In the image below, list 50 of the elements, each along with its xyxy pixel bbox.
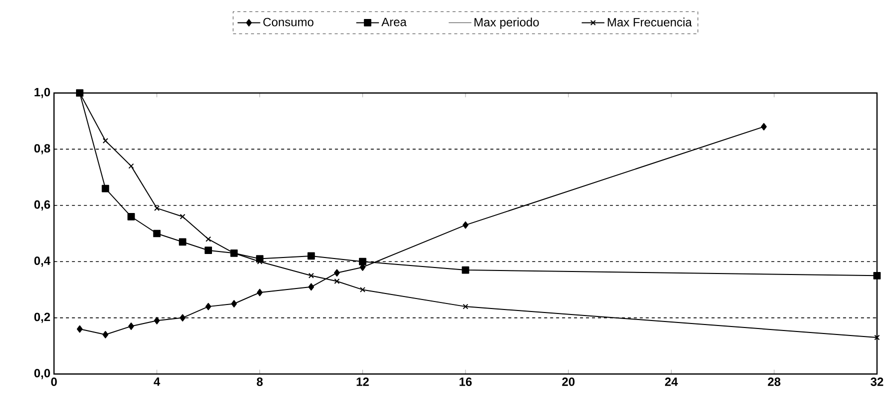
point: [102, 184, 110, 192]
point: [154, 205, 160, 211]
point: [180, 214, 186, 220]
x-tick-label: 12: [356, 378, 369, 386]
point: [206, 236, 212, 242]
point: [462, 221, 468, 229]
x-tick-label: 28: [768, 378, 780, 386]
legend-label: Max Frecuencia: [608, 18, 692, 26]
point: [462, 266, 470, 274]
x-tick-label: 32: [870, 378, 884, 386]
y-tick-label: 0,4: [34, 256, 50, 267]
point: [154, 316, 160, 324]
point: [205, 302, 212, 310]
x-tick-label: 4: [154, 378, 160, 386]
point: [76, 325, 83, 333]
point: [153, 230, 161, 238]
x-tick-label: 24: [665, 378, 678, 386]
point: [231, 300, 237, 308]
x-tick-label: 20: [562, 378, 575, 386]
y-tick-label: 0,2: [34, 312, 50, 323]
point: [308, 272, 314, 278]
point: [102, 330, 108, 338]
point: [308, 283, 314, 291]
point: [874, 334, 880, 340]
point: [308, 252, 315, 260]
point: [178, 238, 186, 246]
y-tick-label: 0,6: [34, 200, 50, 210]
point: [128, 322, 134, 330]
x-tick-label: 0: [51, 378, 57, 386]
y-tick-label: 0,0: [34, 368, 50, 380]
point: [462, 304, 468, 310]
x-tick-label: 16: [460, 378, 472, 386]
point: [102, 138, 108, 144]
point: [358, 258, 366, 266]
y-tick-label: 0,8: [34, 144, 50, 154]
point: [760, 123, 767, 130]
point: [256, 288, 263, 296]
legend-label: Area: [381, 18, 407, 26]
y-tick-label: 1,0: [34, 88, 50, 98]
point: [128, 163, 134, 169]
point: [360, 286, 366, 292]
point: [334, 269, 340, 277]
x-tick-label: 8: [256, 378, 263, 386]
point: [873, 272, 881, 280]
point: [204, 246, 212, 254]
point: [127, 212, 135, 220]
legend-label: Max periodo: [474, 18, 539, 29]
point: [180, 314, 186, 322]
legend-label: Consumo: [263, 18, 314, 26]
point: [334, 278, 340, 284]
